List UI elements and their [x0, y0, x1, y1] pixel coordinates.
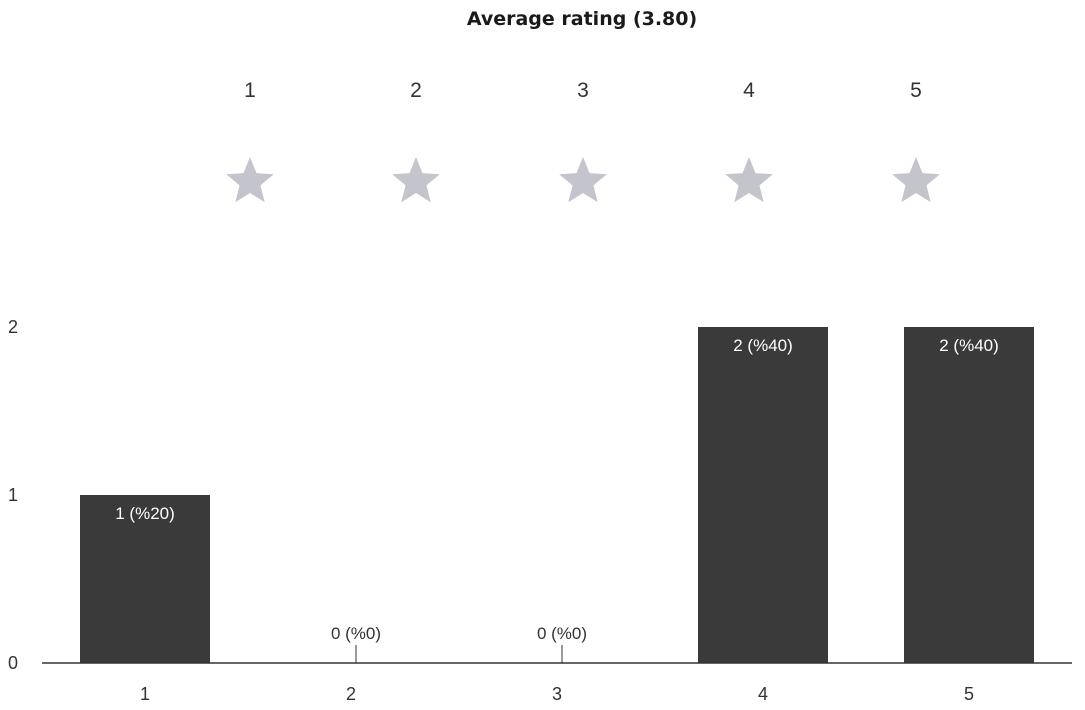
x-tick-label: 3 — [552, 684, 562, 704]
star-number-label: 3 — [577, 79, 589, 102]
star-number-label: 2 — [410, 79, 422, 102]
y-tick-label: 0 — [8, 653, 18, 673]
bar — [904, 327, 1034, 663]
star-icon — [559, 157, 607, 203]
bar-value-label: 0 (%0) — [537, 624, 587, 643]
y-tick-label: 2 — [8, 317, 18, 337]
bar-data-labels: 1 (%20) 0 (%0) 0 (%0) 2 (%40) 2 (%40) — [115, 336, 999, 643]
star-number-label: 5 — [910, 79, 922, 102]
y-axis-ticks: 0 1 2 — [8, 317, 18, 673]
x-tick-label: 4 — [758, 684, 768, 704]
x-axis-ticks: 1 2 3 4 5 — [140, 684, 974, 704]
chart-title: Average rating (3.80) — [467, 8, 697, 30]
star-icon — [892, 157, 940, 203]
star-icon — [725, 157, 773, 203]
bar-value-label: 2 (%40) — [939, 336, 999, 355]
x-tick-label: 5 — [964, 684, 974, 704]
bar — [698, 327, 828, 663]
bar-value-label: 2 (%40) — [733, 336, 793, 355]
x-tick-label: 2 — [346, 684, 356, 704]
star-icon — [392, 157, 440, 203]
y-tick-label: 1 — [8, 485, 18, 505]
x-tick-label: 1 — [140, 684, 150, 704]
bar-value-label: 0 (%0) — [331, 624, 381, 643]
bars — [80, 327, 1034, 663]
bar — [80, 495, 210, 663]
star-number-label: 4 — [743, 79, 755, 102]
star-number-label: 1 — [244, 79, 256, 102]
star-rating-row: 1 2 3 4 5 — [226, 79, 940, 203]
bar-value-label: 1 (%20) — [115, 504, 175, 523]
star-icon — [226, 157, 274, 203]
